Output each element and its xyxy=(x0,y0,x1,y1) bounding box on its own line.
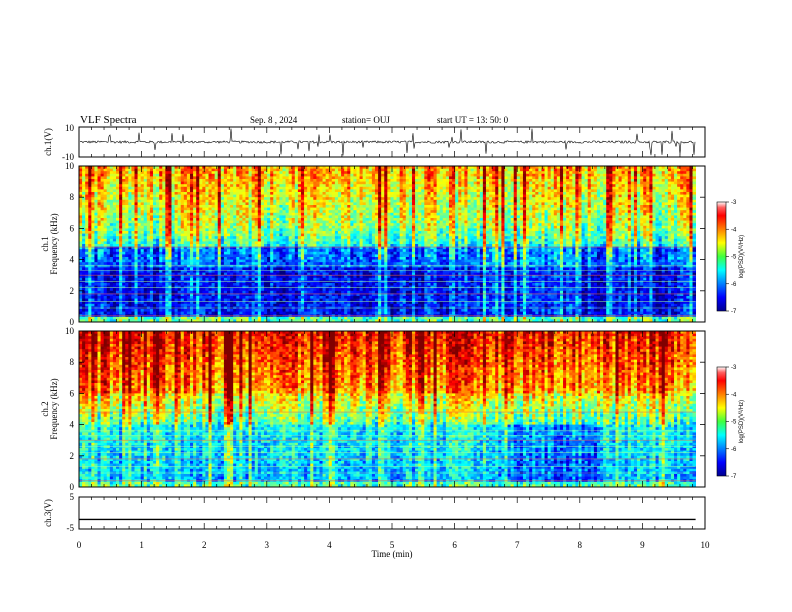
x-tick-label: 4 xyxy=(327,540,332,550)
cb1-tick-label: -7 xyxy=(731,309,737,315)
ch1-waveform-trace xyxy=(79,128,696,156)
spec1-yticks-tick-label: 8 xyxy=(70,192,75,202)
x-axis-label: Time (min) xyxy=(372,549,413,559)
x-tick-label: 10 xyxy=(701,540,711,550)
ch2-spectrogram-image xyxy=(79,331,697,488)
ch1-spec-ylabel-top: ch.1 xyxy=(40,236,50,251)
ch1-waveform-panel: 10 -10 ch.1(V) xyxy=(43,123,706,162)
spec1-yticks-tick-label: 2 xyxy=(70,286,75,296)
x-tick-label: 1 xyxy=(139,540,144,550)
ch1-spectrogram-image xyxy=(79,166,697,323)
x-tick-label: 2 xyxy=(202,540,207,550)
ch2-spectrogram-panel: 0 2 4 6 8 10 ch.2 Frequency (kHz) xyxy=(40,326,706,492)
x-tick-label: 6 xyxy=(452,540,457,550)
spec2-yticks-tick-label: 6 xyxy=(70,388,75,398)
header-start-time: start UT = 13: 50: 0 xyxy=(437,115,509,125)
cb2-tick-label: -3 xyxy=(731,365,737,371)
ch2-colorbar: -3 -4 -5 -6 -7 log(PSD)(V²/Hz) xyxy=(716,365,745,480)
ch2-spec-ylabel: Frequency (kHz) xyxy=(49,378,59,439)
cb2-tick-label: -7 xyxy=(731,474,737,480)
cb1-tick-label: -6 xyxy=(731,282,737,288)
cb1-tick-label: -3 xyxy=(731,200,737,206)
spec1-yticks-tick-label: 4 xyxy=(70,255,75,265)
ch1-ylabel: ch.1(V) xyxy=(43,128,53,156)
spec2-yticks-tick-label: 4 xyxy=(70,420,75,430)
spec1-yticks-tick-label: 6 xyxy=(70,223,75,233)
spec2-yticks-tick-label: 8 xyxy=(70,357,75,367)
spec2-yticks-tick-label: 2 xyxy=(70,451,75,461)
cb2-tick-label: -4 xyxy=(731,392,737,398)
spec2-yticks-tick-label: 0 xyxy=(70,482,75,492)
x-tick-label: 5 xyxy=(390,540,395,550)
spec1-yticks-tick-label: 10 xyxy=(65,161,75,171)
figure-title: VLF Spectra xyxy=(80,114,137,126)
x-tick-label: 0 xyxy=(77,540,82,550)
spec2-yticks-tick-label: 10 xyxy=(65,326,75,336)
ch1-spec-ylabel: Frequency (kHz) xyxy=(49,213,59,274)
header-station: station= OUJ xyxy=(342,115,390,125)
x-tick-label: 7 xyxy=(515,540,520,550)
cb2-label: log(PSD)(V²/Hz) xyxy=(739,400,745,443)
x-tick-label: 3 xyxy=(265,540,270,550)
cb2-tick-label: -6 xyxy=(731,447,737,453)
ch1-ytick-top: 10 xyxy=(65,123,75,133)
x-tick-label: 8 xyxy=(578,540,583,550)
ch1-spectrogram-panel: 0 2 4 6 8 10 ch.1 Frequency (kHz) xyxy=(40,161,706,327)
ch3-ytick-bottom: -5 xyxy=(67,523,75,533)
ch2-spec-ylabel-top: ch.2 xyxy=(40,401,50,416)
spec1-yticks-tick-label: 0 xyxy=(70,317,75,327)
time-axis: 0 1 2 3 4 5 6 7 8 9 10 xyxy=(77,127,710,550)
cb1-tick-label: -5 xyxy=(731,255,737,261)
cb2-tick-label: -5 xyxy=(731,420,737,426)
ch3-ylabel: ch.3(V) xyxy=(43,499,53,527)
cb1-label: log(PSD)(V²/Hz) xyxy=(739,235,745,278)
ch3-waveform-panel: 5 -5 ch.3(V) xyxy=(43,492,706,533)
header-date: Sep. 8 , 2024 xyxy=(250,115,298,125)
x-tick-label: 9 xyxy=(640,540,645,550)
ch3-ytick-top: 5 xyxy=(70,492,75,502)
ch1-colorbar: -3 -4 -5 -6 -7 log(PSD)(V²/Hz) xyxy=(716,200,745,315)
cb1-tick-label: -4 xyxy=(731,227,737,233)
ch1-ytick-bottom: -10 xyxy=(62,152,74,162)
